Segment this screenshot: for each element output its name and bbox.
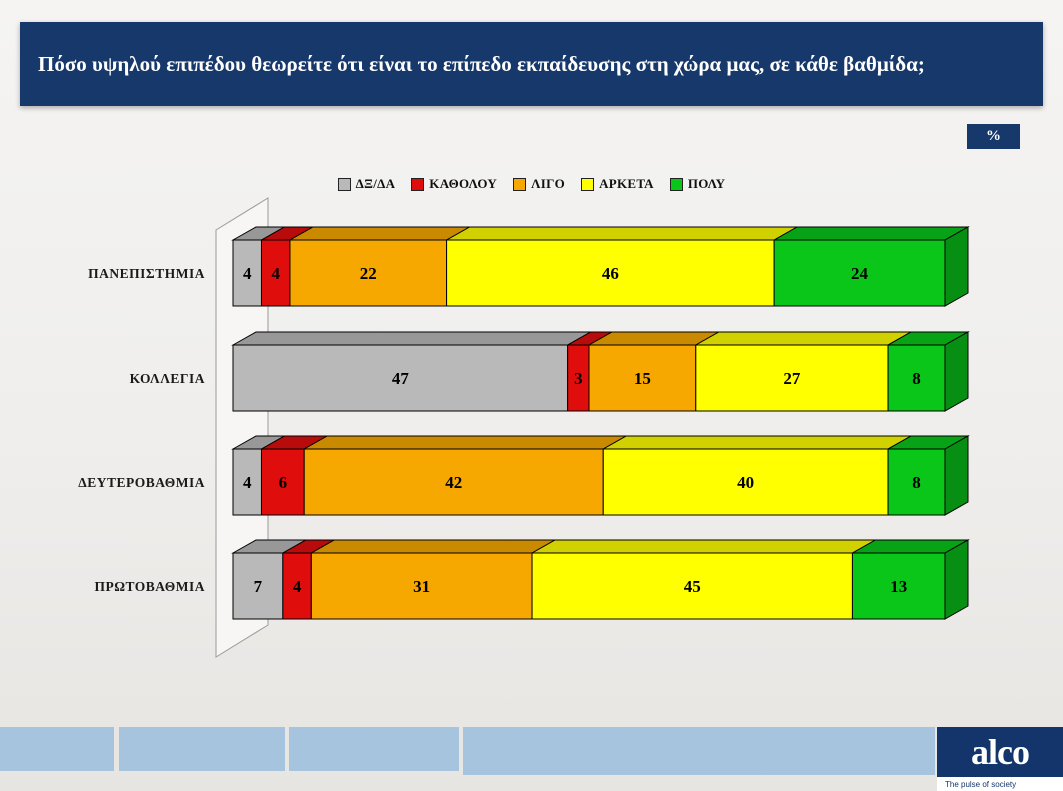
- category-label: ΚΟΛΛΕΓΙΑ: [130, 371, 205, 386]
- segment-ΠΟΛΥ: [773, 239, 946, 307]
- logo-strip: The pulse of society: [937, 777, 1063, 791]
- legend-item: ΑΡΚΕΤΑ: [581, 176, 654, 192]
- bar-row: 47 3 15 27 8 ΚΟΛΛΕΓΙΑ: [130, 331, 970, 412]
- chart-legend: ΔΞ/ΔΑ ΚΑΘΟΛΟΥ ΛΙΓΟ ΑΡΚΕΤΑ ΠΟΛΥ: [0, 176, 1063, 192]
- legend-swatch: [411, 177, 425, 191]
- segment-ΑΡΚΕΤΑ: [602, 448, 889, 516]
- segment-ΚΑΘΟΛΟΥ: [260, 448, 305, 516]
- segment-ΛΙΓΟ: [310, 552, 533, 620]
- value-label: 27: [783, 369, 801, 388]
- segment-ΔΞ/ΔΑ: [232, 552, 284, 620]
- legend-item: ΔΞ/ΔΑ: [337, 176, 396, 192]
- legend-swatch: [337, 177, 351, 191]
- bar-row: 4 6 42 40 8 ΔΕΥΤΕΡΟΒΑΘΜΙΑ: [78, 435, 970, 516]
- title-bar: Πόσο υψηλού επιπέδου θεωρείτε ότι είναι …: [20, 22, 1043, 106]
- value-label: 40: [737, 473, 754, 492]
- segment-top-face: [288, 226, 472, 241]
- legend-label: ΔΞ/ΔΑ: [355, 176, 396, 191]
- value-label: 8: [912, 369, 921, 388]
- category-label: ΔΕΥΤΕΡΟΒΑΘΜΙΑ: [78, 475, 205, 490]
- segment-ΠΟΛΥ: [887, 344, 946, 412]
- segment-ΛΙΓΟ: [303, 448, 604, 516]
- logo-text: alco: [971, 732, 1030, 772]
- legend-item: ΚΑΘΟΛΟΥ: [411, 176, 497, 192]
- value-label: 4: [243, 264, 252, 283]
- page-title: Πόσο υψηλού επιπέδου θεωρείτε ότι είναι …: [38, 51, 925, 76]
- segment-ΛΙΓΟ: [588, 344, 697, 412]
- segment-top-face: [444, 226, 800, 241]
- segment-side-face: [944, 226, 969, 307]
- legend-label: ΑΡΚΕΤΑ: [599, 176, 654, 191]
- segment-ΠΟΛΥ: [887, 448, 946, 516]
- value-label: 24: [851, 264, 869, 283]
- value-label: 6: [279, 473, 288, 492]
- logo-tagline: The pulse of society: [945, 779, 1017, 789]
- footer-decor-bar: [289, 727, 459, 771]
- segment-top-face: [601, 435, 913, 450]
- value-label: 22: [360, 264, 377, 283]
- footer-decor-bar: [463, 727, 935, 775]
- value-label: 3: [574, 369, 583, 388]
- alco-logo: alco The pulse of society: [937, 727, 1063, 791]
- value-label: 47: [392, 369, 410, 388]
- footer-decor-bar: [119, 727, 285, 771]
- segment-ΑΡΚΕΤΑ: [531, 552, 853, 620]
- category-label: ΠΑΝΕΠΙΣΤΗΜΙΑ: [88, 266, 205, 281]
- segment-top-face: [693, 331, 913, 346]
- value-label: 15: [634, 369, 651, 388]
- bar-row: 7 4 31 45 13 ΠΡΩΤΟΒΑΘΜΙΑ: [94, 539, 970, 620]
- segment-ΑΡΚΕΤΑ: [695, 344, 889, 412]
- segment-top-face: [302, 435, 629, 450]
- segment-top-face: [309, 539, 557, 554]
- segment-top-face: [772, 226, 970, 241]
- segment-side-face: [944, 539, 969, 620]
- value-label: 45: [684, 577, 701, 596]
- segment-top-face: [530, 539, 878, 554]
- segment-side-face: [944, 331, 969, 412]
- value-label: 42: [445, 473, 462, 492]
- percent-badge: %: [967, 124, 1020, 149]
- value-label: 4: [271, 264, 280, 283]
- footer-decor-bar: [0, 727, 114, 771]
- bar-row: 4 4 22 46 24 ΠΑΝΕΠΙΣΤΗΜΙΑ: [88, 226, 970, 307]
- legend-item: ΛΙΓΟ: [513, 176, 565, 192]
- legend-label: ΠΟΛΥ: [687, 176, 726, 191]
- segment-ΛΙΓΟ: [289, 239, 448, 307]
- legend-swatch: [669, 177, 683, 191]
- value-label: 31: [413, 577, 430, 596]
- value-label: 13: [890, 577, 907, 596]
- legend-label: ΚΑΘΟΛΟΥ: [429, 176, 498, 191]
- value-label: 4: [243, 473, 252, 492]
- legend-label: ΛΙΓΟ: [531, 176, 566, 191]
- legend-swatch: [581, 177, 595, 191]
- segment-ΔΞ/ΔΑ: [232, 344, 569, 412]
- segment-ΚΑΘΟΛΟΥ: [260, 239, 291, 307]
- segment-top-face: [231, 331, 593, 346]
- segment-ΑΡΚΕΤΑ: [446, 239, 775, 307]
- legend-item: ΠΟΛΥ: [669, 176, 726, 192]
- category-label: ΠΡΩΤΟΒΑΘΜΙΑ: [94, 579, 205, 594]
- value-label: 46: [602, 264, 619, 283]
- value-label: 4: [293, 577, 302, 596]
- value-label: 7: [254, 577, 263, 596]
- segment-side-face: [944, 435, 969, 516]
- legend-swatch: [513, 177, 527, 191]
- value-label: 8: [912, 473, 921, 492]
- segment-ΔΞ/ΔΑ: [232, 239, 262, 307]
